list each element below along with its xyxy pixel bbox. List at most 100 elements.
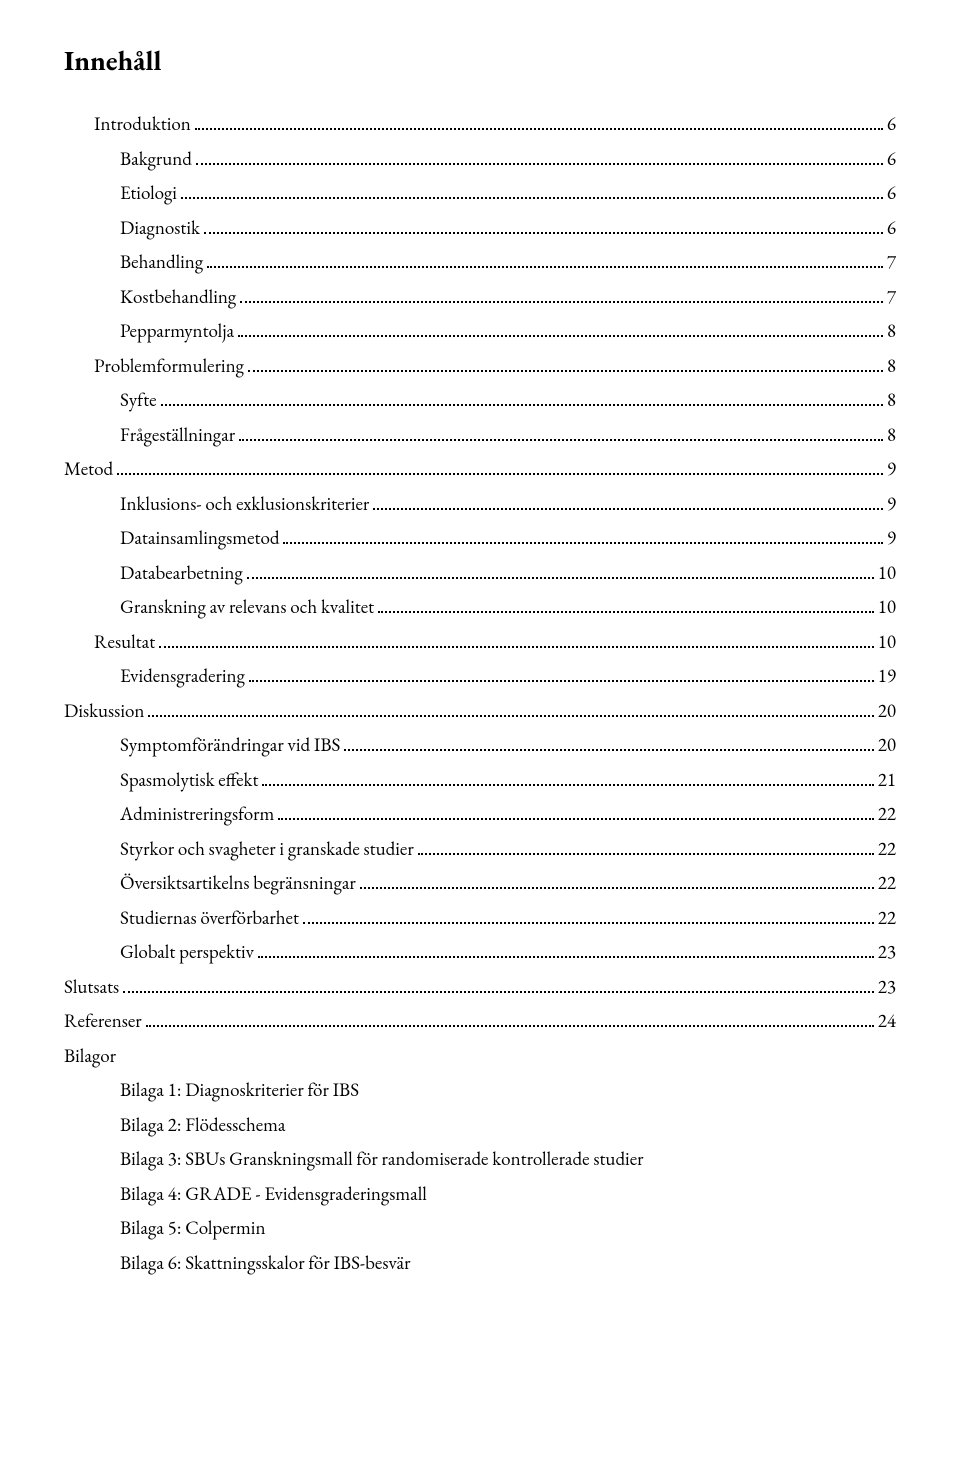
toc-entry-page: 7 <box>887 248 896 277</box>
bilaga-item: Bilaga 6: Skattningsskalor för IBS-besvä… <box>64 1249 896 1278</box>
toc-entry-page: 8 <box>887 352 896 381</box>
toc-leader-dots <box>161 390 883 406</box>
toc-entry-page: 8 <box>887 386 896 415</box>
toc-entry-label: Studiernas överförbarhet <box>120 904 299 933</box>
toc-entry: Slutsats23 <box>64 973 896 1002</box>
toc-title: Innehåll <box>64 40 896 82</box>
toc-leader-dots <box>240 286 883 302</box>
toc-leader-dots <box>239 424 883 440</box>
toc-entry: Problemformulering 8 <box>64 352 896 381</box>
toc-leader-dots <box>373 493 883 509</box>
toc-entry-page: 9 <box>887 490 896 519</box>
toc-entry-page: 22 <box>878 835 896 864</box>
toc-entry-page: 20 <box>878 731 896 760</box>
toc-leader-dots <box>418 838 874 854</box>
toc-entry: Studiernas överförbarhet 22 <box>64 904 896 933</box>
toc-entry-page: 22 <box>878 800 896 829</box>
toc-entry-page: 9 <box>887 455 896 484</box>
toc-leader-dots <box>238 321 883 337</box>
toc-entry: Pepparmyntolja 8 <box>64 317 896 346</box>
toc-entry-label: Globalt perspektiv <box>120 938 254 967</box>
toc-entry-page: 23 <box>878 938 896 967</box>
toc-entry: Introduktion6 <box>64 110 896 139</box>
toc-leader-dots <box>207 252 883 268</box>
toc-entry: Metod 9 <box>64 455 896 484</box>
toc-entry: Globalt perspektiv 23 <box>64 938 896 967</box>
toc-entry: Syfte 8 <box>64 386 896 415</box>
toc-entry: Symptomförändringar vid IBS 20 <box>64 731 896 760</box>
toc-list: Introduktion6Bakgrund6Etiologi6Diagnosti… <box>64 110 896 1036</box>
toc-entry: Etiologi 6 <box>64 179 896 208</box>
toc-entry-label: Granskning av relevans och kvalitet <box>120 593 374 622</box>
toc-entry-label: Syfte <box>120 386 157 415</box>
toc-entry-label: Problemformulering <box>94 352 244 381</box>
toc-entry: Administreringsform 22 <box>64 800 896 829</box>
toc-entry-label: Diagnostik <box>120 214 200 243</box>
toc-entry-page: 6 <box>887 110 896 139</box>
toc-entry: Bakgrund6 <box>64 145 896 174</box>
toc-entry-label: Spasmolytisk effekt <box>120 766 258 795</box>
toc-entry: Översiktsartikelns begränsningar22 <box>64 869 896 898</box>
toc-entry: Styrkor och svagheter i granskade studie… <box>64 835 896 864</box>
toc-entry-label: Administreringsform <box>120 800 274 829</box>
toc-entry-label: Styrkor och svagheter i granskade studie… <box>120 835 414 864</box>
toc-entry-label: Datainsamlingsmetod <box>120 524 279 553</box>
toc-entry: Inklusions- och exklusionskriterier 9 <box>64 490 896 519</box>
toc-entry-label: Symptomförändringar vid IBS <box>120 731 340 760</box>
toc-entry-label: Behandling <box>120 248 203 277</box>
toc-entry-label: Inklusions- och exklusionskriterier <box>120 490 369 519</box>
bilaga-item: Bilaga 2: Flödesschema <box>64 1111 896 1140</box>
toc-leader-dots <box>248 355 883 371</box>
bilaga-item: Bilaga 4: GRADE - Evidensgraderingsmall <box>64 1180 896 1209</box>
bilaga-item: Bilaga 3: SBUs Granskningsmall för rando… <box>64 1145 896 1174</box>
toc-leader-dots <box>360 873 874 889</box>
toc-leader-dots <box>262 769 873 785</box>
toc-entry: Behandling 7 <box>64 248 896 277</box>
toc-leader-dots <box>204 217 883 233</box>
toc-entry-page: 8 <box>887 317 896 346</box>
toc-entry-page: 8 <box>887 421 896 450</box>
toc-entry-page: 22 <box>878 869 896 898</box>
toc-entry-label: Referenser <box>64 1007 142 1036</box>
toc-entry-page: 7 <box>887 283 896 312</box>
toc-entry-label: Pepparmyntolja <box>120 317 234 346</box>
toc-leader-dots <box>249 666 874 682</box>
toc-entry-label: Bakgrund <box>120 145 192 174</box>
toc-entry-label: Databearbetning <box>120 559 243 588</box>
toc-entry-page: 6 <box>887 179 896 208</box>
toc-entry-page: 21 <box>878 766 896 795</box>
toc-entry: Frågeställningar 8 <box>64 421 896 450</box>
toc-leader-dots <box>247 562 874 578</box>
toc-entry-label: Diskussion <box>64 697 144 726</box>
toc-leader-dots <box>378 597 874 613</box>
toc-entry-page: 6 <box>887 214 896 243</box>
toc-entry: Granskning av relevans och kvalitet 10 <box>64 593 896 622</box>
toc-entry-page: 10 <box>878 593 896 622</box>
toc-entry-label: Etiologi <box>120 179 177 208</box>
toc-entry: Diagnostik 6 <box>64 214 896 243</box>
toc-entry-label: Kostbehandling <box>120 283 236 312</box>
toc-entry-page: 10 <box>878 628 896 657</box>
toc-leader-dots <box>159 631 874 647</box>
toc-leader-dots <box>123 976 874 992</box>
toc-entry-label: Metod <box>64 455 113 484</box>
toc-entry: Evidensgradering19 <box>64 662 896 691</box>
toc-leader-dots <box>196 148 883 164</box>
toc-entry-label: Slutsats <box>64 973 119 1002</box>
toc-leader-dots <box>181 183 883 199</box>
toc-entry: Resultat10 <box>64 628 896 657</box>
toc-leader-dots <box>283 528 882 544</box>
toc-leader-dots <box>344 735 873 751</box>
toc-entry-label: Evidensgradering <box>120 662 245 691</box>
toc-entry-page: 22 <box>878 904 896 933</box>
bilaga-item: Bilaga 5: Colpermin <box>64 1214 896 1243</box>
toc-entry: Datainsamlingsmetod9 <box>64 524 896 553</box>
toc-entry-label: Frågeställningar <box>120 421 235 450</box>
toc-entry: Diskussion 20 <box>64 697 896 726</box>
toc-entry-page: 24 <box>878 1007 896 1036</box>
toc-entry: Referenser 24 <box>64 1007 896 1036</box>
toc-leader-dots <box>278 804 873 820</box>
toc-leader-dots <box>146 1011 874 1027</box>
toc-entry-page: 10 <box>878 559 896 588</box>
toc-entry-page: 20 <box>878 697 896 726</box>
